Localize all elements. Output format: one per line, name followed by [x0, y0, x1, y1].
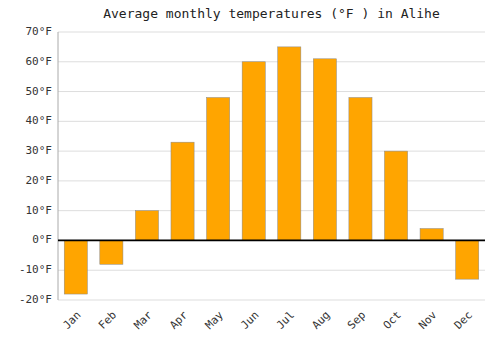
y-axis-line [58, 32, 59, 300]
grid-line [58, 210, 485, 211]
bars [64, 47, 479, 294]
y-tick-label: 0°F [32, 233, 52, 246]
bar [100, 240, 123, 264]
grid [58, 32, 485, 300]
grid-line [58, 270, 485, 271]
y-tick-label: 30°F [26, 144, 53, 157]
y-tick-label: 50°F [26, 85, 53, 98]
y-tick-label: -20°F [19, 293, 52, 306]
y-tick-label: 40°F [26, 114, 53, 127]
grid-line [58, 91, 485, 92]
grid-line [58, 61, 485, 62]
bar [313, 59, 336, 241]
x-tick-label: Jul [274, 309, 297, 332]
y-tick-label: 20°F [26, 174, 53, 187]
x-tick-label: Sep [345, 309, 368, 332]
x-tick-label: Jan [60, 309, 83, 332]
x-tick-label: Mar [131, 308, 155, 332]
x-tick-label: Nov [416, 308, 440, 332]
x-tick-label: Apr [167, 308, 191, 332]
x-tick-label: Jun [238, 309, 261, 332]
bar [135, 211, 158, 241]
bar [171, 142, 194, 240]
y-tick-labels: -20°F -10°F 0°F 10°F 20°F 30°F 40°F 50°F 60°F 70°… [19, 25, 52, 306]
grid-line [58, 240, 485, 241]
x-tick-label: May [203, 308, 227, 332]
bar [456, 240, 479, 279]
bar [420, 229, 443, 241]
y-tick-label: 60°F [26, 55, 53, 68]
chart-svg: -20°F -10°F 0°F 10°F 20°F 30°F 40°F 50°F 60°F 70°… [0, 0, 500, 350]
grid-line [58, 32, 485, 33]
x-tick-label: Feb [96, 309, 119, 332]
bar [242, 62, 265, 241]
bar [349, 98, 372, 241]
x-tick-label: Aug [309, 309, 332, 332]
bar [207, 98, 230, 241]
y-tick-label: 10°F [26, 204, 53, 217]
grid-line [58, 121, 485, 122]
y-tick-label: 70°F [26, 25, 53, 38]
chart-title: Average monthly temperatures (°F ) in Al… [103, 6, 440, 21]
grid-line [58, 300, 485, 301]
zero-line [58, 240, 485, 242]
x-tick-label: Oct [381, 309, 404, 332]
x-tick-label: Dec [452, 309, 475, 332]
grid-line [58, 180, 485, 181]
bar [64, 240, 87, 294]
y-tick-label: -10°F [19, 263, 52, 276]
bar [278, 47, 301, 241]
grid-line [58, 151, 485, 152]
chart-container: -20°F -10°F 0°F 10°F 20°F 30°F 40°F 50°F 60°F 70°… [0, 0, 500, 350]
bar [384, 151, 407, 240]
x-tick-labels: Jan Feb Mar Apr May Jun Jul Aug Sep Oct Nov Dec [60, 308, 475, 332]
